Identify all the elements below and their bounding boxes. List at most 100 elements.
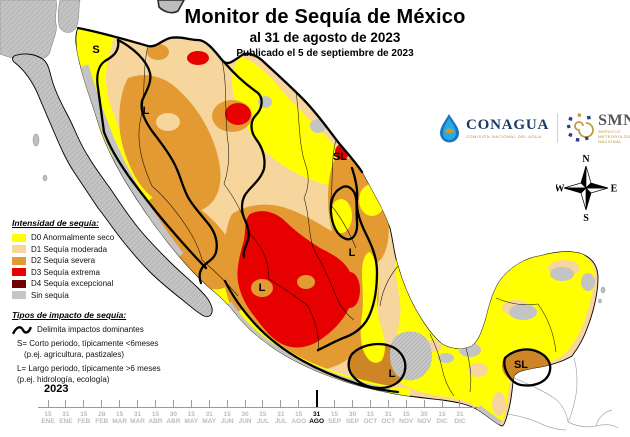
legend-label: D3 Sequía extrema [31, 267, 100, 277]
tick-day: 15 [187, 411, 195, 418]
tick-day: 15 [438, 411, 446, 418]
legend-label: D0 Anormalmente seco [31, 233, 115, 243]
page-subtitle: al 31 de agosto de 2023 [249, 30, 401, 45]
tick-day: 15 [366, 411, 374, 418]
compass-s: S [583, 213, 589, 224]
tick-mark [334, 400, 336, 407]
tick-day: 15 [151, 411, 160, 418]
legend-label: Sin sequía [31, 290, 69, 300]
timeline-tick: 15 OCT [352, 393, 388, 425]
tick-mark [459, 400, 461, 407]
tick-mark [441, 400, 443, 407]
impact-long-term-example: (p.ej. hidrología, ecología) [17, 375, 110, 384]
impact-label-l: L [258, 282, 266, 294]
timeline: 2023 15 ENE 31 ENE 15 FEB 28 FEB 15 MAR 31 MAR 15 ABR… [0, 383, 630, 437]
legend-intensity-title: Intensidad de sequía: [12, 218, 99, 228]
legend: Intensidad de sequía: D0 Anormalmente se… [12, 218, 180, 385]
tick-month: FEB [95, 418, 109, 425]
foreign-boundaries [507, 357, 619, 431]
tick-day: 30 [241, 411, 249, 418]
impact-short-term-example: (p.ej. agricultura, pastizales) [24, 350, 125, 359]
tick-mark [208, 400, 210, 407]
baja-california-region [12, 53, 213, 317]
tick-day: 31 [456, 411, 464, 418]
timeline-tick: 15 MAR [102, 393, 138, 425]
legend-swatch [12, 291, 26, 300]
legend-item: D2 Sequía severa [12, 255, 180, 267]
tick-day: 30 [420, 411, 428, 418]
timeline-tick: 15 JUL [245, 393, 281, 425]
compass-rose-icon: N S W E [556, 154, 618, 224]
timeline-tick: 15 MAY [173, 393, 209, 425]
tick-mark [83, 400, 85, 407]
tick-month: NOV [417, 418, 432, 425]
timeline-tick: 15 ABR [137, 393, 173, 425]
legend-item: Sin sequía [12, 290, 180, 302]
legend-swatch [12, 279, 26, 288]
impact-label-l: L [142, 105, 150, 117]
legend-intensity-list: D0 Anormalmente seco D1 Sequía moderada D2… [12, 232, 180, 301]
tick-month: MAR [130, 418, 145, 425]
timeline-tick: 15 JUN [209, 393, 245, 425]
timeline-tick: 31 OCT [370, 393, 406, 425]
tick-month: OCT [363, 418, 378, 425]
header: Monitor de Sequía de México al 31 de ago… [130, 6, 520, 59]
tick-mark [101, 400, 103, 407]
legend-swatch [12, 256, 26, 265]
tick-month: JUL [274, 418, 287, 425]
legend-swatch [12, 233, 26, 242]
tick-day: 15 [116, 411, 124, 418]
tick-day: 15 [259, 411, 267, 418]
logo-divider [557, 113, 559, 143]
tick-mark [315, 390, 318, 407]
tick-day: 31 [313, 411, 321, 418]
legend-label: D4 Sequía excepcional [31, 279, 114, 289]
tick-day: 31 [277, 411, 285, 418]
timeline-tick: 31 JUL [263, 393, 299, 425]
tick-day: 15 [330, 411, 339, 418]
conagua-caption: COMISIÓN NACIONAL DEL AGUA [466, 133, 542, 139]
tick-month: AGO [309, 418, 325, 425]
impact-curve-icon [12, 326, 32, 335]
tick-mark [226, 400, 228, 407]
tick-day: 15 [402, 411, 410, 418]
impact-label-l: L [348, 247, 356, 259]
tick-day: 30 [169, 411, 177, 418]
timeline-axis [38, 407, 478, 408]
tick-month: FEB [77, 418, 91, 425]
tick-month: MAY [202, 418, 217, 425]
published-date: Publicado el 5 de septiembre de 2023 [236, 48, 414, 59]
legend-item: D1 Sequía moderada [12, 244, 180, 256]
legend-item: D4 Sequía excepcional [12, 278, 180, 290]
tick-month: ENE [59, 418, 73, 425]
tick-month: AGO [291, 418, 307, 425]
tick-mark [280, 400, 282, 407]
tick-month: MAR [112, 418, 128, 425]
timeline-tick: 31 MAR [120, 393, 156, 425]
us-region [0, 0, 185, 61]
timeline-tick: 28 FEB [84, 393, 120, 425]
tick-month: ABR [148, 418, 163, 425]
tick-day: 31 [205, 411, 213, 418]
smn-logo: SMN SERVICIO METEOROLÓGICO NACIONAL [566, 111, 630, 144]
tick-day: 15 [80, 411, 88, 418]
tick-day: 31 [384, 411, 392, 418]
tick-mark [172, 400, 174, 407]
compass-e: E [611, 184, 618, 195]
timeline-tick: 15 NOV [388, 393, 424, 425]
smn-wordmark: SMN [598, 111, 630, 129]
conagua-drop-icon [440, 114, 459, 143]
tick-day: 15 [295, 411, 303, 418]
tick-day: 28 [98, 411, 106, 418]
tick-month: ABR [166, 418, 181, 425]
impact-short-term: S= Corto periodo, típicamente <6meses [17, 339, 159, 348]
tick-mark [119, 400, 121, 407]
compass-w: W [556, 184, 565, 195]
tick-month: NOV [399, 418, 414, 425]
tick-mark [387, 400, 389, 407]
tick-month: DIC [454, 418, 466, 425]
tick-mark [423, 400, 425, 407]
tick-mark [65, 400, 67, 407]
